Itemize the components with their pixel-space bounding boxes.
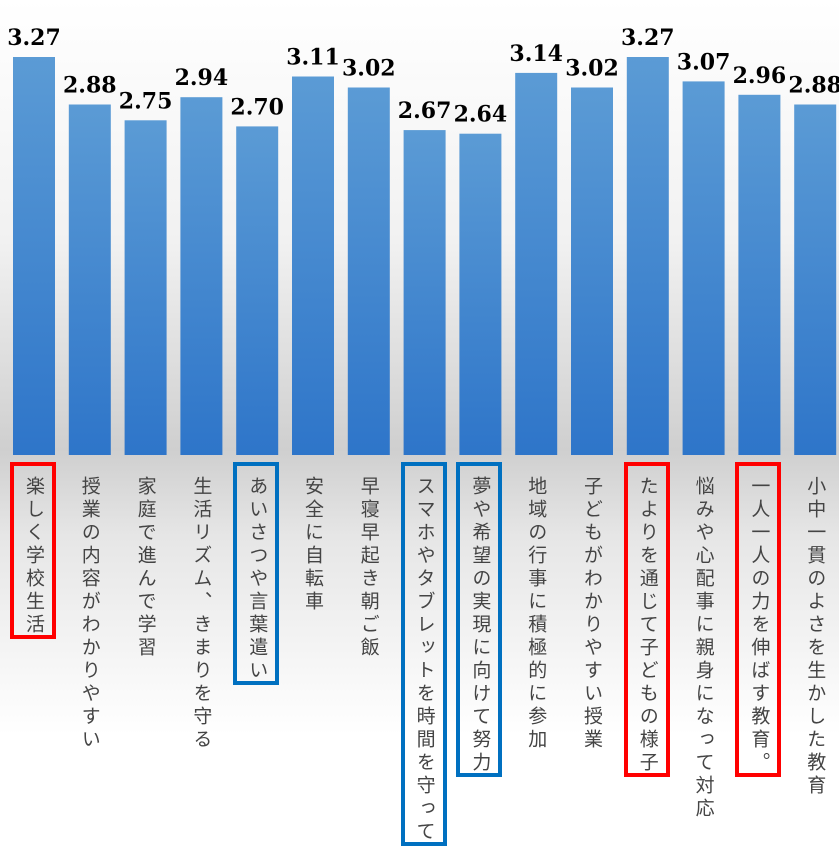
bar <box>292 76 334 455</box>
category-label: 家庭で進んで学習 <box>134 476 157 660</box>
highlight-box <box>623 462 670 777</box>
category-label: 子どもがわかりやすい授業 <box>581 476 603 752</box>
data-label: 3.14 <box>509 41 563 67</box>
category-label: たよりを通じて子どもの様子 <box>636 476 659 775</box>
data-label: 2.96 <box>733 63 787 89</box>
data-label: 2.67 <box>398 98 452 124</box>
bar <box>459 133 502 455</box>
bar <box>515 72 558 456</box>
highlight-box <box>10 462 56 639</box>
highlight-box <box>456 462 503 777</box>
category-label: 早寝早起き朝ご飯 <box>357 476 380 660</box>
data-label: 3.27 <box>7 25 61 51</box>
category-label: スマホやタブレットを時間を守って <box>413 476 436 844</box>
bar <box>403 130 446 455</box>
data-label: 2.94 <box>175 65 229 91</box>
data-label: 2.75 <box>119 88 173 114</box>
bar <box>347 87 390 455</box>
category-label: 授業の内容がわかりやすい <box>78 476 101 752</box>
bar <box>180 97 223 455</box>
category-label: 悩みや心配事に親身になって対応 <box>692 476 715 821</box>
highlight-box <box>233 462 280 685</box>
category-label: 楽しく学校生活 <box>23 476 45 637</box>
category-label: 一人一人の力を伸ばす教育。 <box>748 476 771 775</box>
bar <box>794 104 837 455</box>
data-label: 3.07 <box>677 49 731 75</box>
data-label: 3.02 <box>342 56 396 82</box>
bar <box>571 87 613 455</box>
bar <box>236 126 279 456</box>
bar <box>13 57 55 455</box>
data-label: 2.70 <box>230 94 284 120</box>
highlight-box <box>735 462 782 777</box>
bar <box>626 57 669 455</box>
bar <box>738 94 781 456</box>
data-label: 2.64 <box>454 102 508 128</box>
data-label: 3.27 <box>621 25 675 51</box>
bar <box>682 81 725 456</box>
category-label: あいさつや言葉遣い <box>246 476 269 683</box>
category-label: 安全に自転車 <box>302 476 324 614</box>
category-label: 生活リズム、きまりを守る <box>190 476 213 752</box>
highlight-box <box>400 462 447 846</box>
data-label: 2.88 <box>788 73 839 99</box>
category-label: 地域の行事に積極的に参加 <box>525 476 548 752</box>
data-label: 3.11 <box>286 45 340 71</box>
category-label: 小中一貫のよさを生かした教育 <box>804 476 827 798</box>
bar <box>124 120 167 456</box>
data-label: 2.88 <box>63 73 117 99</box>
bar <box>68 104 111 455</box>
data-label: 3.02 <box>565 56 619 82</box>
category-label: 夢や希望の実現に向けて努力 <box>469 476 492 775</box>
